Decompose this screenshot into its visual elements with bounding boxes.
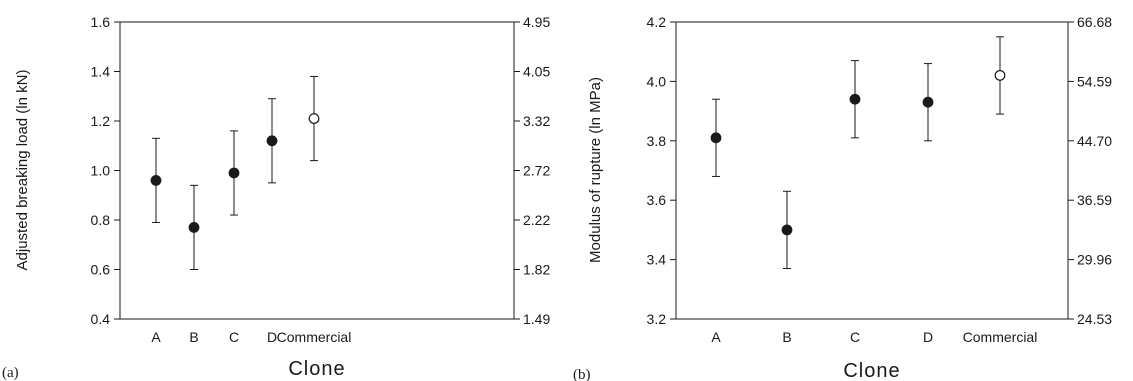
y-axis-title: Adjusted breaking load (ln kN) [14,70,31,271]
panel-label: (b) [573,367,591,381]
y-tick-label: 1.6 [91,14,111,30]
y-tick-label: 3.8 [647,133,667,149]
y2-tick-label: 36.59 [1077,192,1112,208]
y2-tick-label: 66.68 [1077,14,1112,30]
y2-tick-label: 2.72 [523,163,550,179]
y-tick-label: 4.2 [647,14,667,30]
y2-tick-label: 4.95 [523,14,550,30]
y-tick-label: 0.8 [91,212,111,228]
plot-frame [675,21,1069,320]
y-tick-label: 1.4 [91,64,111,80]
x-category-label: C [229,329,239,345]
right-y-ticks: 24.53 29.96 36.59 44.70 54.59 66.68 [1068,14,1112,327]
y2-tick-label: 44.70 [1077,133,1112,149]
y-tick-label: 3.4 [647,252,667,268]
y-tick-label: 1.0 [91,163,111,179]
y-tick-label: 3.6 [647,192,667,208]
x-axis-title: Clone [288,358,345,380]
y2-tick-label: 4.05 [523,64,550,80]
x-category-label: C [850,329,860,345]
y-tick-label: 0.4 [91,311,111,327]
y-tick-label: 1.2 [91,113,111,129]
data-point-open [308,113,320,124]
y2-tick-label: 24.53 [1077,311,1112,327]
right-y-ticks: 1.49 1.82 2.22 2.72 3.32 4.05 4.95 [514,14,550,327]
y2-tick-label: 3.32 [523,113,550,129]
x-category-labels: A B C D Commercial [151,329,351,345]
x-category-label: Commercial [963,329,1038,345]
data-point [781,224,793,236]
y2-tick-label: 2.22 [523,212,550,228]
data-point [922,96,934,108]
panel-label: (a) [2,365,19,381]
y-tick-label: 3.2 [647,311,667,327]
x-category-label: A [711,329,721,345]
data-point [150,174,162,186]
y-tick-label: 4.0 [647,73,667,89]
data-point [228,167,240,179]
x-axis-title: Clone [843,360,900,381]
x-category-label: D [267,329,277,345]
y2-tick-label: 1.49 [523,311,550,327]
data-point [849,93,861,105]
left-y-ticks: 0.4 0.6 0.8 1.0 1.2 1.4 1.6 [91,14,120,327]
x-category-label: D [923,329,933,345]
y2-tick-label: 29.96 [1077,252,1112,268]
x-category-label: Commercial [277,329,352,345]
data-point [188,222,200,233]
data-point-open [994,70,1006,81]
data-point [266,135,278,147]
y-axis-title: Modulus of rupture (ln MPa) [587,77,604,263]
data-marks [710,36,1006,270]
left-y-ticks: 3.2 3.4 3.6 3.8 4.0 4.2 [647,14,676,327]
plot-frame [119,21,515,320]
x-category-label: B [782,329,791,345]
panel-a: 0.4 0.6 0.8 1.0 1.2 1.4 1.6 1.49 1.82 2.22 2.72 3.… [2,14,550,381]
panel-b: 3.2 3.4 3.6 3.8 4.0 4.2 24.53 29.96 36.59 44.70 5… [573,14,1112,381]
x-category-label: A [151,329,161,345]
y-tick-label: 0.6 [91,262,111,278]
data-point [710,132,722,144]
x-category-labels: A B C D Commercial [711,329,1037,345]
y2-tick-label: 54.59 [1077,73,1112,89]
x-category-label: B [189,329,198,345]
y2-tick-label: 1.82 [523,262,550,278]
data-marks [150,75,320,270]
